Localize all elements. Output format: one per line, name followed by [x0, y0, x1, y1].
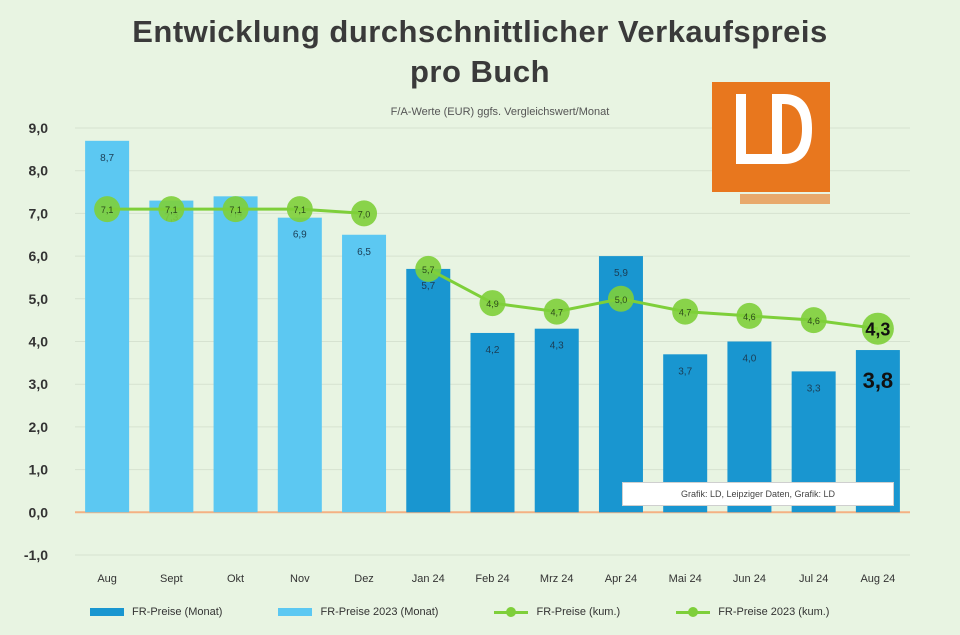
line-data-label: 7,1 — [229, 205, 242, 215]
legend-item-cumulative-2023: FR-Preise 2023 (kum.) — [676, 606, 829, 618]
y-tick-label: 5,0 — [29, 291, 49, 307]
legend-label-cumulative-2023: FR-Preise 2023 (kum.) — [718, 606, 830, 618]
line-point — [736, 302, 763, 329]
bar-data-label: 6,9 — [293, 230, 307, 241]
bar — [213, 196, 258, 513]
bar — [149, 200, 194, 513]
x-tick-label: Okt — [227, 573, 244, 585]
bar-data-label: 4,2 — [486, 345, 500, 356]
line-data-label: 7,0 — [358, 209, 371, 219]
y-tick-label: 6,0 — [29, 248, 49, 264]
x-tick-label: Feb 24 — [475, 573, 509, 585]
x-tick-label: Jun 24 — [733, 573, 766, 585]
y-tick-label: 9,0 — [29, 120, 49, 136]
source-note: Grafik: LD, Leipziger Daten, Grafik: LD — [622, 482, 894, 506]
line-point — [351, 200, 378, 227]
bar-data-label: 3,3 — [807, 383, 821, 394]
bar — [406, 268, 451, 513]
chart-title: Entwicklung durchschnittlicher Verkaufsp… — [0, 12, 960, 92]
chart-title-line-2: pro Buch — [409, 54, 551, 89]
line-point — [543, 298, 570, 325]
legend-label-cumulative: FR-Preise (kum.) — [536, 606, 621, 618]
bar-data-label: 3,8 — [863, 368, 894, 393]
legend-swatch-monthly-2023 — [278, 608, 313, 616]
legend-swatch-cumulative — [494, 606, 529, 618]
x-tick-label: Mrz 24 — [540, 573, 574, 585]
bar — [470, 332, 515, 513]
bar-data-label: 6,5 — [357, 247, 371, 258]
line-data-label: 4,6 — [743, 312, 756, 322]
y-tick-label: 8,0 — [29, 163, 49, 179]
y-tick-label: 4,0 — [29, 334, 49, 350]
bar-data-label: 4,0 — [742, 354, 756, 365]
bar — [342, 234, 387, 513]
line-point — [158, 196, 185, 223]
line-point — [861, 312, 894, 345]
line-point — [800, 307, 827, 334]
y-tick-label: 0,0 — [29, 504, 49, 520]
line-point — [222, 196, 249, 223]
line-point — [415, 255, 442, 282]
bar-data-label: 8,7 — [100, 153, 114, 164]
line-point — [607, 285, 634, 312]
x-tick-label: Jan 24 — [412, 573, 445, 585]
legend-item-monthly-2023: FR-Preise 2023 (Monat) — [278, 606, 438, 618]
chart-subtitle: F/A-Werte (EUR) ggfs. Vergleichswert/Mon… — [390, 106, 610, 118]
line-point — [94, 196, 121, 223]
line-data-label: 4,7 — [550, 308, 563, 318]
legend: FR-Preise (Monat) FR-Preise 2023 (Monat)… — [90, 600, 930, 624]
x-tick-label: Aug — [97, 573, 117, 585]
bar — [277, 217, 322, 513]
ld-logo — [712, 82, 830, 204]
line-data-label: 4,6 — [807, 316, 820, 326]
line-data-label: 4,7 — [679, 308, 692, 318]
bar — [534, 328, 579, 513]
x-tick-label: Sept — [160, 573, 183, 585]
line-data-label: 4,9 — [486, 299, 499, 309]
legend-label-monthly-2023: FR-Preise 2023 (Monat) — [320, 606, 439, 618]
chart-title-line-1: Entwicklung durchschnittlicher Verkaufsp… — [132, 14, 828, 49]
legend-swatch-monthly — [90, 608, 124, 616]
line-data-label: 7,1 — [294, 205, 307, 215]
line-data-label: 4,3 — [865, 320, 890, 340]
x-tick-label: Apr 24 — [605, 573, 637, 585]
legend-item-cumulative: FR-Preise (kum.) — [494, 606, 620, 618]
y-tick-label: 1,0 — [29, 462, 49, 478]
legend-item-monthly: FR-Preise (Monat) — [90, 606, 222, 618]
x-tick-label: Dez — [354, 573, 374, 585]
line-point — [286, 196, 313, 223]
line-point — [479, 290, 506, 317]
logo-background — [712, 82, 830, 192]
x-tick-label: Nov — [290, 573, 310, 585]
x-tick-label: Mai 24 — [669, 573, 702, 585]
line-point — [672, 298, 699, 325]
x-tick-label: Jul 24 — [799, 573, 828, 585]
bar-data-label: 4,3 — [550, 341, 564, 352]
y-tick-label: -1,0 — [24, 547, 48, 563]
y-tick-label: 2,0 — [29, 419, 49, 435]
legend-label-monthly: FR-Preise (Monat) — [132, 606, 223, 618]
line-data-label: 5,0 — [615, 295, 628, 305]
x-tick-label: Aug 24 — [860, 573, 895, 585]
line-data-label: 5,7 — [422, 265, 435, 275]
bar-data-label: 5,9 — [614, 268, 628, 279]
bar-data-label: 5,7 — [421, 281, 435, 292]
y-tick-label: 7,0 — [29, 205, 49, 221]
bar-data-label: 3,7 — [678, 366, 692, 377]
line-data-label: 7,1 — [101, 205, 114, 215]
y-tick-label: 3,0 — [29, 376, 49, 392]
legend-swatch-cumulative-2023 — [676, 606, 711, 618]
line-data-label: 7,1 — [165, 205, 178, 215]
